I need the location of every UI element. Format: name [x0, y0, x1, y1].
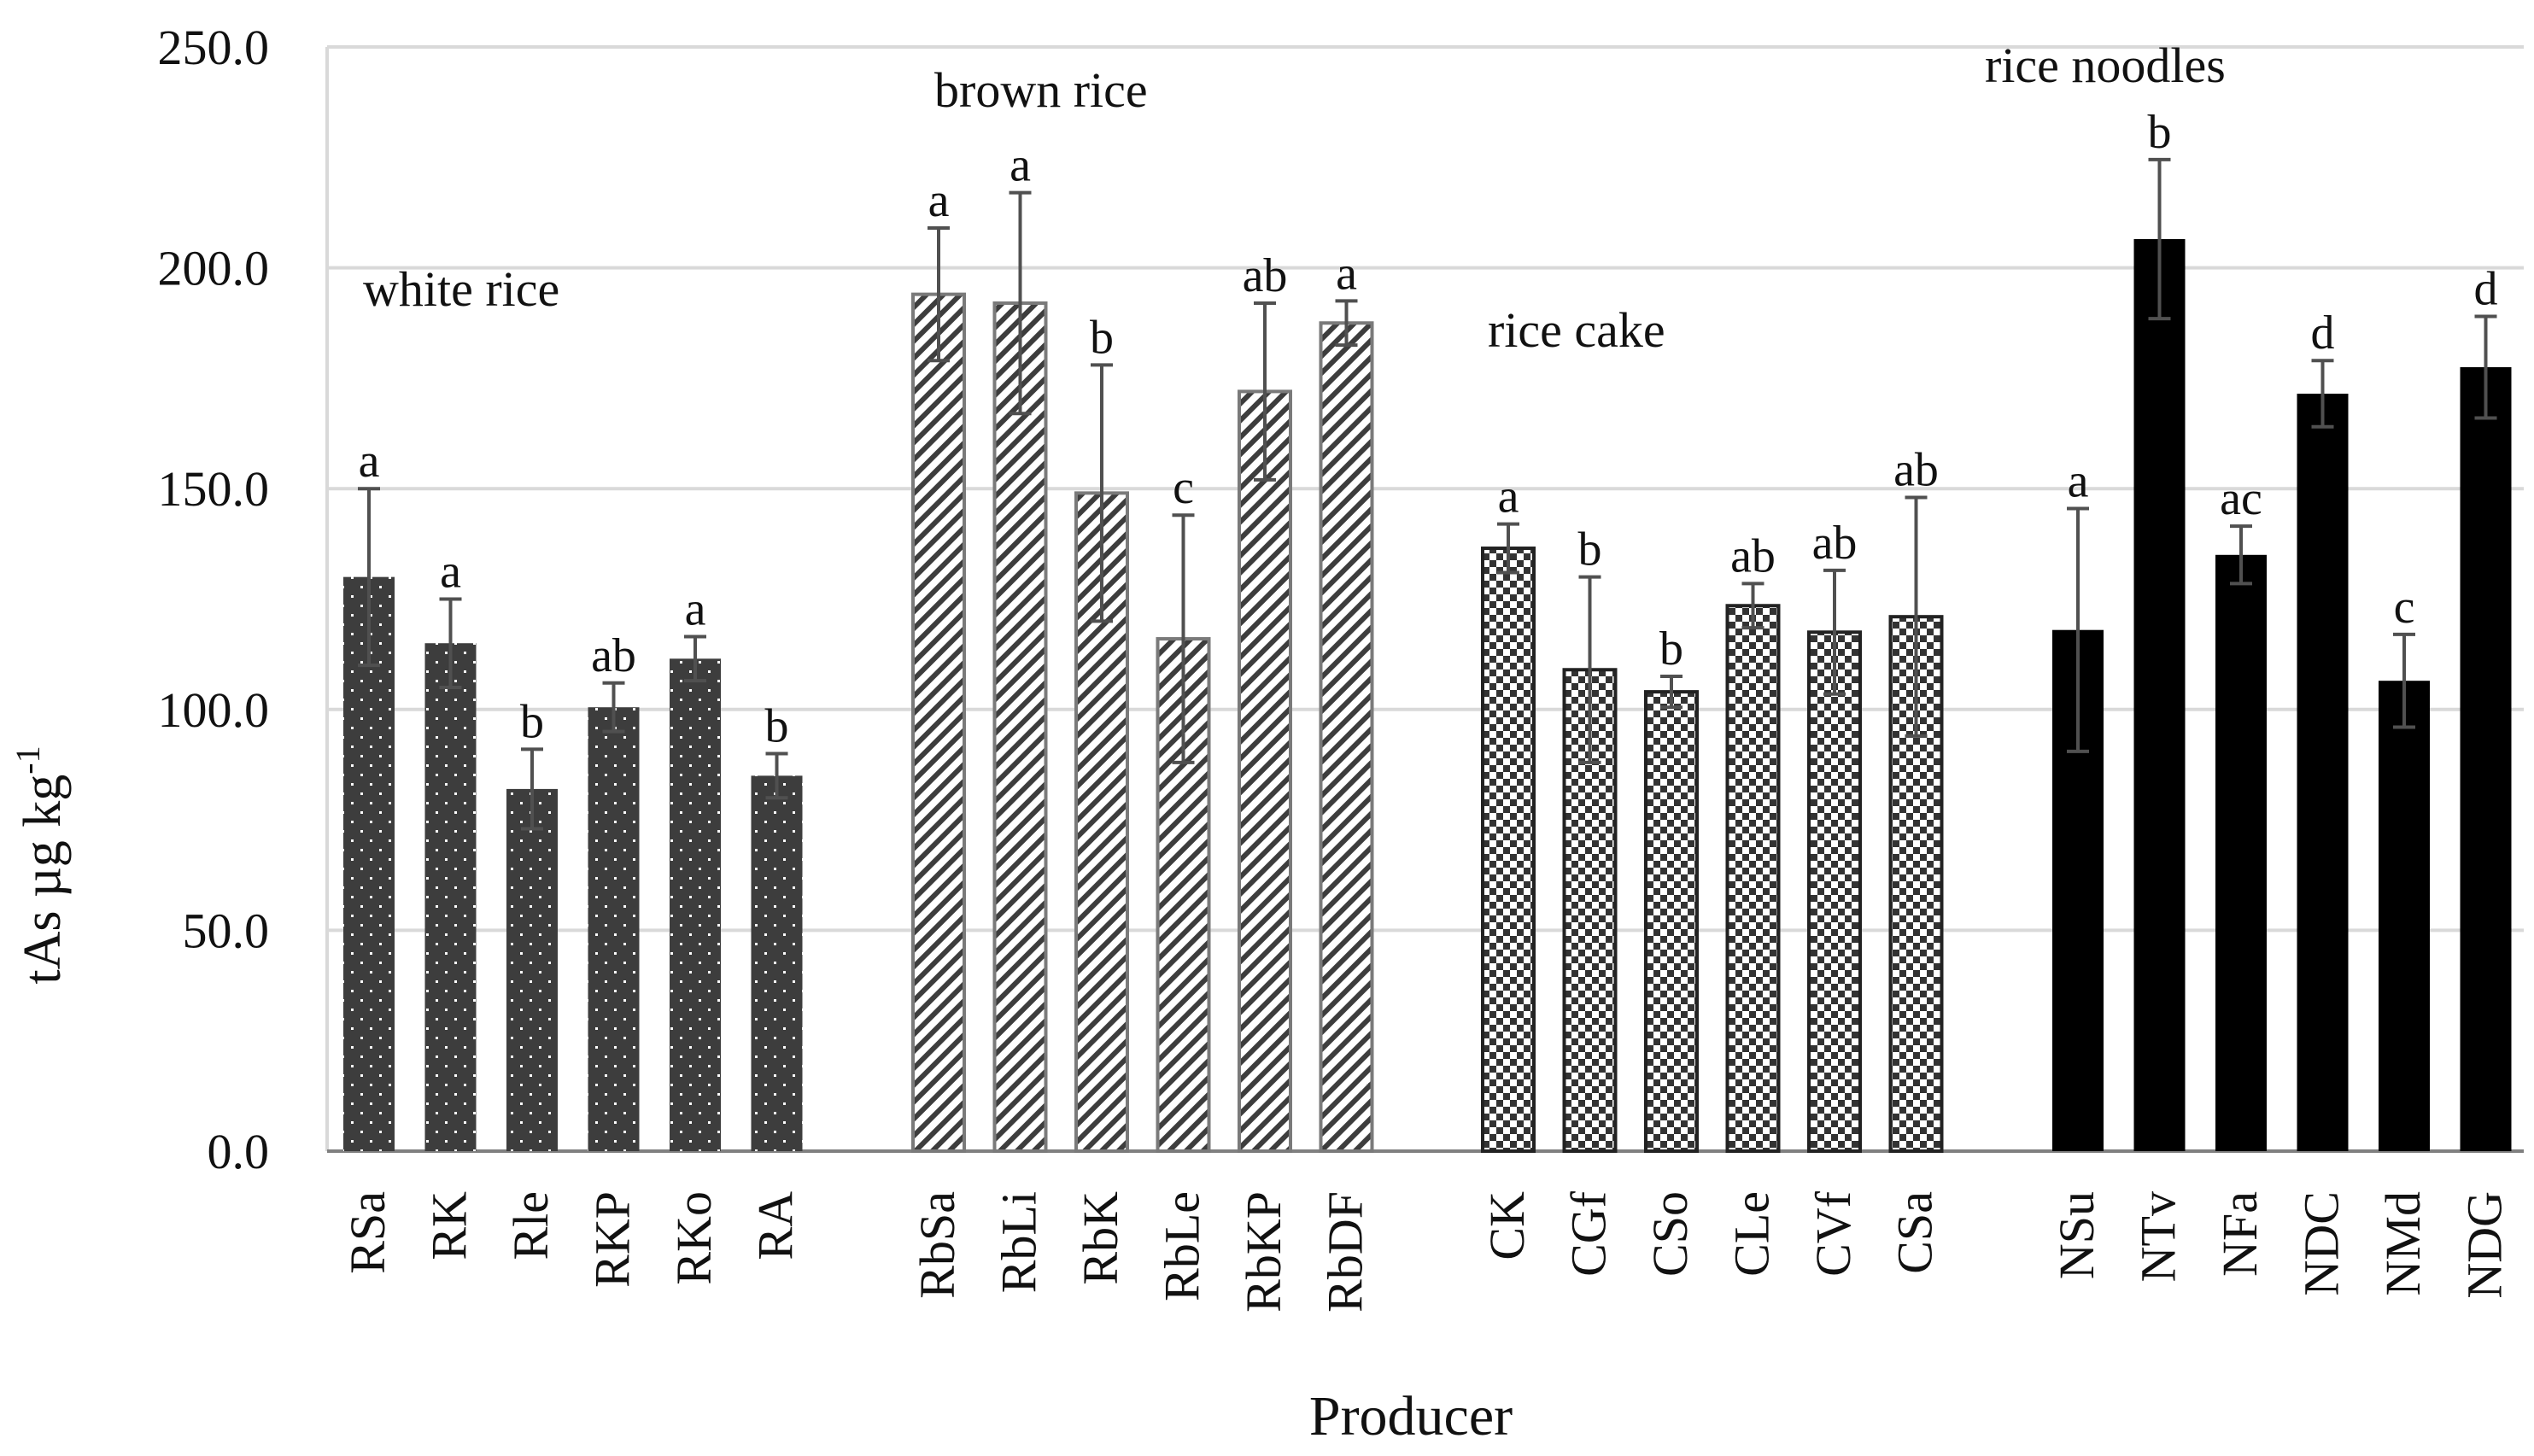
group-label: white rice — [363, 261, 559, 317]
significance-letter: b — [765, 700, 789, 753]
x-tick-label: CGf — [1561, 1190, 1617, 1277]
significance-letter: a — [2068, 454, 2089, 507]
significance-letter: a — [1336, 247, 1357, 300]
x-tick-label: RbSa — [910, 1191, 965, 1299]
y-tick-label: 150.0 — [158, 461, 270, 517]
bar — [1481, 547, 1536, 1153]
x-tick-label: NTv — [2131, 1191, 2186, 1282]
bar — [2379, 681, 2430, 1151]
significance-letter: a — [1010, 139, 1031, 192]
x-tick-label: RbKP — [1236, 1191, 1291, 1313]
significance-letter: a — [928, 174, 950, 227]
group-label: rice cake — [1488, 302, 1665, 358]
significance-letter: ab — [1243, 249, 1288, 302]
significance-letter: a — [1498, 471, 1519, 523]
x-tick-label: NFa — [2212, 1191, 2268, 1277]
significance-letter: b — [1090, 311, 1114, 364]
group-labels: white rice brown rice rice cake rice noodle… — [363, 38, 2226, 358]
group-label: brown rice — [934, 62, 1148, 118]
bar — [751, 775, 803, 1151]
bar — [424, 643, 477, 1151]
x-tick-label: NDC — [2294, 1191, 2350, 1295]
significance-letter: ab — [1812, 517, 1858, 570]
y-tick-label: 0.0 — [208, 1124, 270, 1179]
significance-letter: a — [440, 546, 461, 599]
x-tick-label: RKP — [585, 1191, 641, 1288]
x-tick-label: RbDF — [1318, 1191, 1373, 1313]
error-bars — [358, 157, 2497, 831]
significance-letter: d — [2474, 262, 2498, 315]
bar — [343, 576, 395, 1151]
significance-letter: b — [2148, 106, 2172, 159]
significance-letter: a — [685, 582, 706, 635]
bar — [1319, 321, 1374, 1153]
gridlines — [327, 45, 2524, 933]
x-axis-title: Producer — [1309, 1385, 1513, 1447]
bar — [506, 788, 558, 1151]
x-tick-label: RK — [422, 1191, 477, 1260]
x-tick-label: CK — [1479, 1191, 1535, 1260]
x-tick-label: RSa — [340, 1191, 395, 1274]
bar — [2297, 394, 2349, 1151]
bar — [2215, 554, 2267, 1151]
y-axis-title-main: tAs µg kg — [14, 775, 72, 985]
bar — [2133, 238, 2186, 1152]
x-tick-label: CSa — [1887, 1191, 1943, 1274]
y-tick-label: 50.0 — [183, 903, 270, 958]
significance-letter: b — [1659, 623, 1683, 675]
x-tick-label: RbK — [1073, 1191, 1128, 1285]
bar — [992, 301, 1048, 1153]
significance-letter: c — [1173, 461, 1194, 514]
y-axis-title-superscript: -1 — [9, 746, 47, 774]
bars — [343, 238, 2512, 1153]
y-tick-label: 100.0 — [158, 682, 270, 738]
x-tick-label: RbLe — [1155, 1191, 1210, 1301]
x-tick-label: NDG — [2457, 1191, 2513, 1299]
significance-letter: d — [2311, 307, 2335, 360]
x-tick-label: NSu — [2049, 1191, 2104, 1279]
bar — [2460, 366, 2512, 1152]
group-label: rice noodles — [1985, 38, 2226, 93]
x-tick-label: RbLi — [992, 1191, 1047, 1293]
x-tick-label: CSo — [1642, 1191, 1698, 1277]
significance-letter: ac — [2220, 472, 2262, 525]
y-tick-label: 250.0 — [158, 20, 270, 75]
bar — [1807, 630, 1862, 1153]
bar — [1238, 389, 1292, 1153]
significance-letter: a — [359, 435, 380, 488]
bar — [1644, 690, 1699, 1153]
bar — [1725, 604, 1781, 1153]
x-tick-label: RA — [748, 1191, 804, 1260]
x-tick-labels: RSa RK Rle RKP RKo RA RbSa RbLi RbK RbLe RbKP RbDF C… — [340, 1190, 2513, 1313]
significance-letter: b — [1578, 523, 1602, 576]
y-axis-title: tAs µg kg-1 — [9, 746, 72, 984]
x-tick-label: CVf — [1805, 1190, 1861, 1277]
x-tick-label: RKo — [666, 1191, 722, 1285]
x-tick-label: Rle — [503, 1191, 559, 1260]
y-tick-label: 200.0 — [158, 241, 270, 296]
bar — [588, 707, 640, 1151]
bar — [670, 658, 721, 1151]
bar — [911, 292, 966, 1153]
x-tick-label: CLe — [1724, 1191, 1780, 1277]
y-axis: 0.0 50.0 100.0 150.0 200.0 250.0 — [158, 20, 2524, 1179]
significance-letter: b — [520, 695, 544, 748]
significance-letter: c — [2394, 581, 2415, 634]
significance-letter: ab — [1730, 529, 1776, 582]
significance-letter: ab — [1893, 444, 1939, 497]
significance-letter: ab — [591, 629, 636, 682]
x-tick-label: NMd — [2375, 1191, 2431, 1295]
